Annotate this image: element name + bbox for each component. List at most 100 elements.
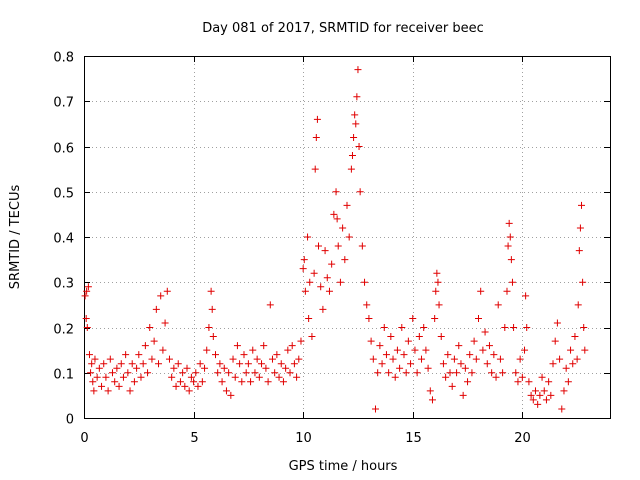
data-point xyxy=(93,373,101,381)
data-point xyxy=(575,247,583,255)
y-tick-labels: 0 0.1 0.2 0.3 0.4 0.5 0.6 0.7 0.8 xyxy=(53,51,74,428)
data-point xyxy=(576,224,584,232)
data-point xyxy=(490,351,498,359)
data-point xyxy=(389,355,397,363)
data-point xyxy=(420,324,428,331)
data-point xyxy=(214,369,222,377)
data-point xyxy=(106,355,114,363)
data-point xyxy=(95,364,103,372)
data-point xyxy=(433,269,441,277)
data-point xyxy=(483,360,491,368)
data-point xyxy=(333,215,341,223)
x-tick-label: 15 xyxy=(405,431,422,446)
data-point xyxy=(231,373,239,381)
data-point xyxy=(336,278,344,286)
data-point xyxy=(135,351,143,359)
data-point xyxy=(83,287,91,295)
data-point xyxy=(159,346,167,354)
data-point xyxy=(558,405,566,413)
data-point xyxy=(148,355,156,363)
chart-title: Day 081 of 2017, SRMTID for receiver bee… xyxy=(202,21,484,36)
data-point xyxy=(457,360,465,368)
data-point xyxy=(115,382,123,390)
data-point xyxy=(146,324,154,331)
data-point xyxy=(376,342,384,350)
data-point xyxy=(396,364,404,372)
y-tick-label: 0.5 xyxy=(53,187,74,202)
data-point xyxy=(560,387,568,395)
data-point xyxy=(413,369,421,377)
data-point xyxy=(494,301,502,309)
data-point xyxy=(547,391,555,399)
data-point xyxy=(194,382,202,390)
data-point xyxy=(573,355,581,363)
data-point xyxy=(133,364,141,372)
data-point xyxy=(470,337,478,345)
data-point xyxy=(581,346,589,354)
data-point xyxy=(229,355,237,363)
data-point xyxy=(418,355,426,363)
data-point xyxy=(455,342,463,350)
data-point xyxy=(242,369,250,377)
data-point xyxy=(190,378,198,386)
data-point xyxy=(185,387,193,395)
data-point xyxy=(345,233,353,241)
data-point xyxy=(301,287,309,295)
data-point xyxy=(393,346,401,354)
data-point xyxy=(352,120,360,128)
data-point xyxy=(510,324,518,331)
data-point xyxy=(155,360,163,368)
data-point xyxy=(310,269,318,277)
data-point xyxy=(236,360,244,368)
data-point xyxy=(179,369,187,377)
data-point xyxy=(378,360,386,368)
data-point xyxy=(529,396,537,404)
data-point xyxy=(83,324,91,331)
data-point xyxy=(444,351,452,359)
data-point xyxy=(113,364,121,372)
data-point xyxy=(268,355,276,363)
data-point xyxy=(325,287,333,295)
data-point xyxy=(358,242,366,250)
data-point xyxy=(249,346,257,354)
y-tick-label: 0.7 xyxy=(53,96,74,111)
data-point xyxy=(305,314,313,322)
data-point xyxy=(238,378,246,386)
data-point xyxy=(354,66,362,74)
data-point xyxy=(461,364,469,372)
data-point xyxy=(353,93,361,101)
data-point xyxy=(361,278,369,286)
data-point xyxy=(85,351,93,359)
data-point xyxy=(187,373,195,381)
data-point xyxy=(192,369,200,377)
data-point xyxy=(319,305,327,313)
data-point xyxy=(567,346,575,354)
data-point xyxy=(328,260,336,268)
data-point xyxy=(181,382,189,390)
x-tick-label: 20 xyxy=(514,431,531,446)
data-point xyxy=(428,396,436,404)
data-point xyxy=(382,351,390,359)
data-point xyxy=(450,355,458,363)
data-point xyxy=(300,256,308,264)
data-point xyxy=(448,382,456,390)
data-point xyxy=(91,355,99,363)
data-point xyxy=(424,364,432,372)
data-point xyxy=(203,346,211,354)
y-tick-label: 0.6 xyxy=(53,142,74,157)
data-point xyxy=(216,360,224,368)
data-point xyxy=(475,314,482,322)
data-point xyxy=(122,351,130,359)
data-point xyxy=(371,405,379,413)
data-point xyxy=(212,351,219,359)
data-point xyxy=(176,378,184,386)
data-point xyxy=(168,373,176,381)
data-point xyxy=(579,278,587,286)
data-point xyxy=(404,337,412,345)
data-point xyxy=(506,233,514,241)
data-point xyxy=(119,373,127,381)
data-point xyxy=(323,274,331,282)
data-point xyxy=(308,333,316,341)
data-point xyxy=(284,346,292,354)
data-point xyxy=(549,360,557,368)
